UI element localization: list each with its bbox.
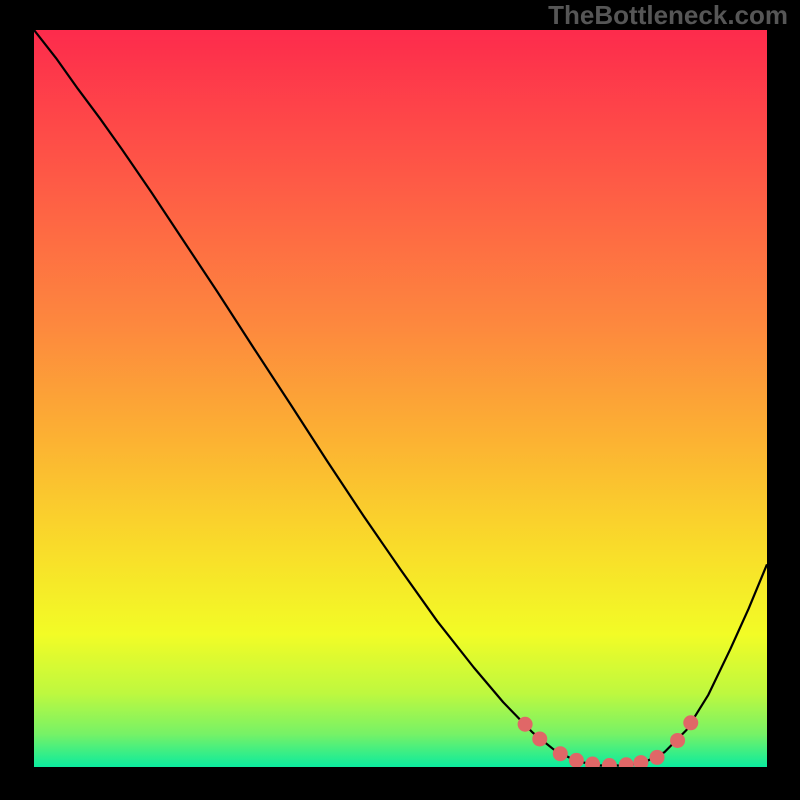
optimal-range-marker (532, 731, 547, 746)
plot-area (34, 30, 767, 767)
plot-svg (34, 30, 767, 767)
optimal-range-marker (650, 750, 665, 765)
optimal-range-marker (683, 715, 698, 730)
gradient-background (34, 30, 767, 767)
optimal-range-marker (670, 733, 685, 748)
chart-frame: TheBottleneck.com (0, 0, 800, 800)
optimal-range-marker (553, 746, 568, 761)
optimal-range-marker (518, 717, 533, 732)
watermark-text: TheBottleneck.com (548, 0, 788, 31)
